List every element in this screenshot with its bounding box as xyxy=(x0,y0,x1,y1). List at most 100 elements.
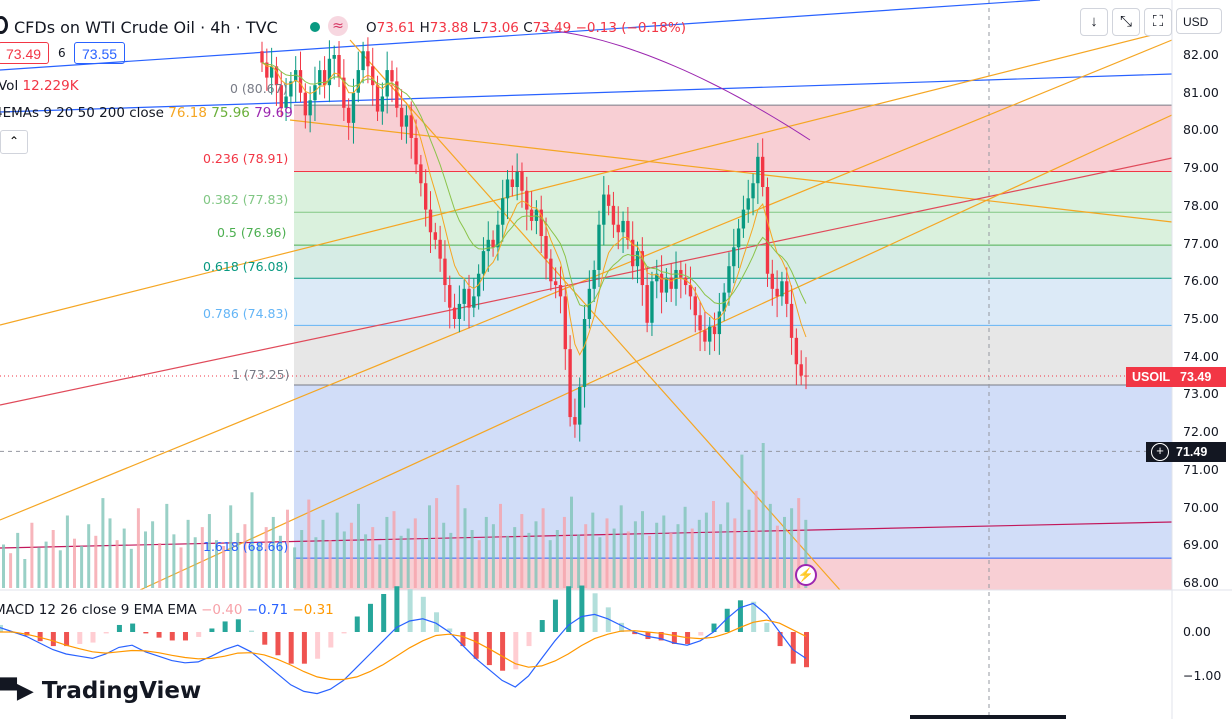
brand-name: TradingView xyxy=(41,678,202,704)
lightning-icon[interactable]: ⚡ xyxy=(795,564,817,586)
candle-body xyxy=(337,55,341,78)
ema-label: 4EMAs 9 20 50 200 close xyxy=(0,105,164,121)
sell-price-button[interactable]: 73.49 xyxy=(0,42,50,64)
volume-bar xyxy=(768,503,772,588)
candle-body xyxy=(708,326,712,342)
candle-body xyxy=(515,171,519,187)
volume-bar xyxy=(612,528,616,588)
volume-bar xyxy=(662,515,666,588)
volume-bar xyxy=(179,547,183,588)
candle-body xyxy=(698,315,702,331)
macd-histogram-bar xyxy=(315,632,321,659)
volume-bar xyxy=(562,516,566,588)
volume-bar xyxy=(229,505,233,588)
candle-body xyxy=(390,70,394,82)
volume-bar xyxy=(633,521,637,588)
volume-bar xyxy=(449,532,453,588)
add-alert-icon[interactable]: + xyxy=(1151,443,1169,461)
price-axis-tick: 78.00 xyxy=(1183,197,1219,213)
candle-body xyxy=(717,311,722,335)
candle-body xyxy=(799,364,803,376)
volume-bar xyxy=(23,559,27,588)
spread-value: 6 xyxy=(58,46,66,60)
volume-bar xyxy=(470,530,474,588)
volume-bar xyxy=(286,509,289,588)
candle-body xyxy=(486,239,490,252)
buy-price-button[interactable]: 73.55 xyxy=(74,42,126,64)
volume-bar xyxy=(80,545,84,588)
fullscreen-icon[interactable]: ⛶ xyxy=(1144,8,1172,36)
volume-legend[interactable]: Vol 12.229K xyxy=(0,78,79,94)
trend-line xyxy=(0,0,1041,71)
candle-body xyxy=(375,85,380,112)
fib-label-1618: 1.618 (68.66) xyxy=(203,539,289,554)
macd-histogram-bar xyxy=(116,624,122,632)
candle-body xyxy=(510,179,515,187)
volume-bar xyxy=(399,535,403,588)
price-axis-tick: 80.00 xyxy=(1183,122,1219,138)
collapse-icon[interactable]: ⤡ xyxy=(1112,8,1140,36)
volume-bar xyxy=(435,498,439,588)
candle-body xyxy=(361,51,365,71)
close-label: C xyxy=(523,20,533,36)
volume-bar xyxy=(51,530,55,588)
ema-9-line xyxy=(261,62,807,356)
volume-bar xyxy=(790,508,794,588)
volume-bar xyxy=(704,512,708,588)
candle-body xyxy=(741,209,746,229)
candle-body xyxy=(679,269,683,278)
volume-bar xyxy=(406,528,410,588)
arrow-down-icon[interactable]: ↓ xyxy=(1080,8,1108,36)
candle-body xyxy=(626,220,630,240)
candle-body xyxy=(525,190,529,210)
macd-histogram-bar xyxy=(169,632,175,641)
volume-bar xyxy=(676,524,680,588)
price-axis-tick: 70.00 xyxy=(1183,499,1219,515)
macd-histogram-bar xyxy=(592,593,598,632)
volume-bar xyxy=(591,512,595,588)
ema-value-1: 76.18 xyxy=(168,105,207,121)
currency-select[interactable]: USD xyxy=(1176,8,1222,34)
candle-body xyxy=(573,417,577,425)
volume-bar xyxy=(584,524,588,588)
price-axis-tick: 75.00 xyxy=(1183,311,1219,326)
volume-bar xyxy=(733,518,737,588)
candle-body xyxy=(770,273,774,289)
volume-bar xyxy=(413,518,417,588)
volume-bar xyxy=(250,492,254,588)
volume-bar xyxy=(122,528,126,588)
macd-histogram-bar xyxy=(658,632,664,641)
symbol-title[interactable]: CFDs on WTI Crude Oil · 4h · TVC xyxy=(14,18,278,37)
volume-bar xyxy=(754,490,758,588)
volume-bar xyxy=(648,535,652,588)
volume-bar xyxy=(94,535,98,588)
volume-bar xyxy=(200,527,204,588)
volume-bar xyxy=(158,543,162,588)
macd-histogram-bar xyxy=(460,632,466,647)
candle-body xyxy=(611,205,616,225)
chevron-up-icon[interactable]: ⌃ xyxy=(0,130,28,154)
trend-line xyxy=(139,114,1173,591)
candle-body xyxy=(539,209,543,237)
tradingview-logo: ▀▶ TradingView xyxy=(0,678,201,704)
volume-bar xyxy=(193,537,197,588)
macd-histogram-bar xyxy=(156,632,162,638)
volume-bar xyxy=(278,535,282,588)
symbol-logo-icon xyxy=(0,16,8,34)
candle-body xyxy=(443,258,447,286)
ema-legend[interactable]: 4EMAs 9 20 50 200 close 76.18 75.96 79.6… xyxy=(0,105,293,121)
signal-icon[interactable]: ≈ xyxy=(328,16,348,36)
volume-bar xyxy=(726,502,730,588)
candle-body xyxy=(409,115,413,138)
macd-histogram-bar xyxy=(130,623,136,632)
volume-bar xyxy=(321,519,325,588)
volume-bar xyxy=(761,443,765,588)
candle-body xyxy=(558,285,563,297)
macd-legend[interactable]: MACD 12 26 close 9 EMA EMA −0.40 −0.71 −… xyxy=(0,602,334,618)
macd-histogram-bar xyxy=(777,632,783,647)
volume-bar xyxy=(16,532,20,588)
volume-bar xyxy=(44,541,48,588)
volume-bar xyxy=(165,503,169,588)
macd-label: MACD 12 26 close 9 EMA EMA xyxy=(0,602,197,618)
